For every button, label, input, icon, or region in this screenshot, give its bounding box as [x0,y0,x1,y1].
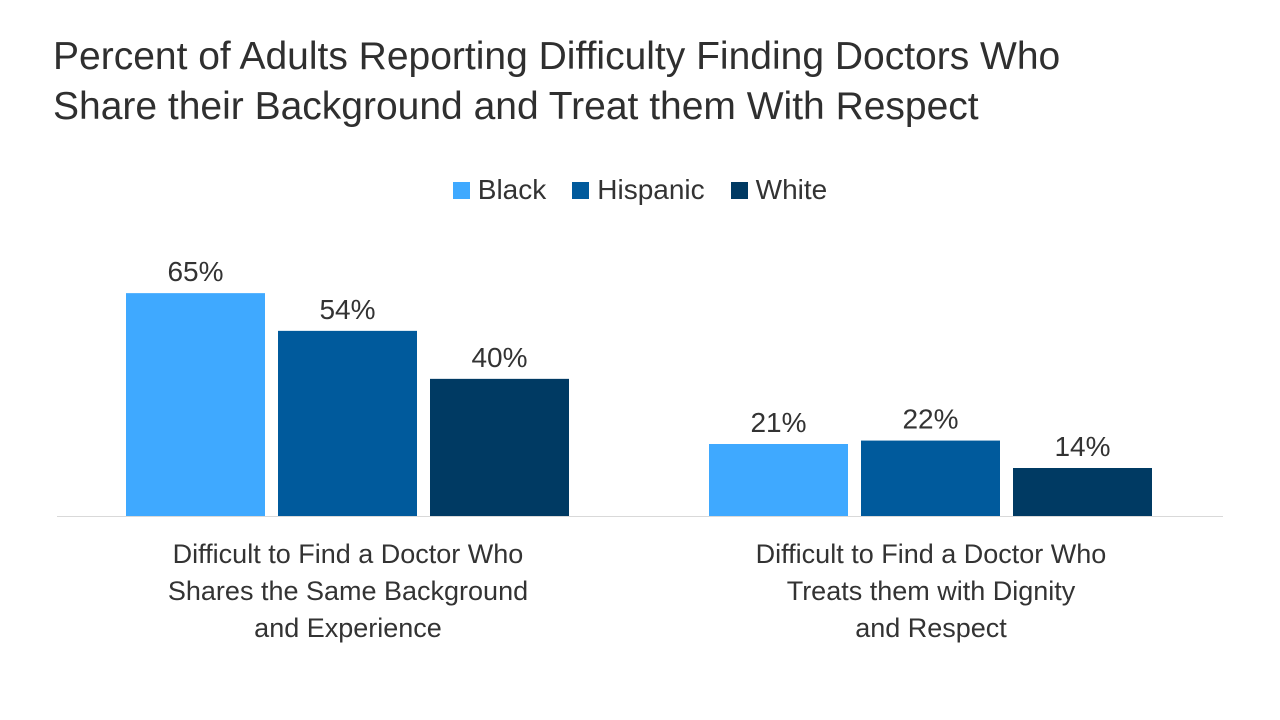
data-label-white-1: 14% [1054,431,1110,462]
bar-black-0 [126,293,265,516]
bar-hispanic-1 [861,440,1000,516]
chart-title-line-2: Share their Background and Treat them Wi… [53,85,979,128]
bar-white-0 [430,378,569,516]
legend-swatch-white [730,181,748,199]
bar-black-1 [709,444,848,516]
category-label-line: Difficult to Find a Doctor Who [172,539,524,569]
chart-title: Percent of Adults Reporting Difficulty F… [53,32,1233,132]
category-label-background: Difficult to Find a Doctor Who Shares th… [118,536,578,647]
category-label-respect: Difficult to Find a Doctor Who Treats th… [701,536,1161,647]
data-label-white-0: 40% [471,342,527,373]
data-label-black-0: 65% [167,256,223,287]
category-label-line: Shares the Same Background [167,576,529,606]
chart-title-line-1: Percent of Adults Reporting Difficulty F… [53,35,1061,78]
legend-label-white: White [755,174,828,205]
category-label-line: Treats them with Dignity [786,576,1076,606]
legend-item-black: Black [452,174,547,206]
legend-label-black: Black [477,174,547,205]
category-label-line: and Experience [254,613,442,643]
data-label-black-1: 21% [750,407,806,438]
legend-item-white: White [730,174,828,206]
legend-item-hispanic: Hispanic [572,174,705,206]
data-label-hispanic-0: 54% [319,294,375,325]
data-label-hispanic-1: 22% [902,404,958,435]
category-label-line: Difficult to Find a Doctor Who [755,539,1107,569]
legend-swatch-black [452,181,470,199]
legend-swatch-hispanic [572,181,590,199]
bar-hispanic-0 [278,330,417,516]
legend: Black Hispanic White [0,174,1280,206]
category-label-line: and Respect [855,613,1007,643]
bar-white-1 [1013,468,1152,516]
legend-label-hispanic: Hispanic [597,174,705,205]
